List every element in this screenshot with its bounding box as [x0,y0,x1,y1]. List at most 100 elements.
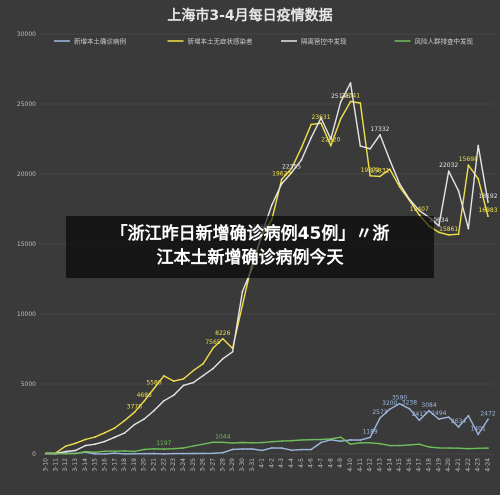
data-point [261,449,263,452]
y-axis: 0 5000 10000 15000 20000 25000 30000 [17,31,36,458]
data-point [457,426,460,428]
x-tick-label: 4-20 [445,458,452,472]
data-point [457,189,460,192]
data-point [280,440,283,443]
data-point [133,450,136,453]
legend-entry: 新增本土无症状感染者 [188,37,254,46]
data-point [113,436,116,439]
data-point [182,377,185,380]
data-point [123,450,126,452]
data-point [457,447,460,450]
x-tick-label: 4-21 [455,458,462,472]
data-point [94,453,97,455]
data-point [45,452,47,455]
data-point [437,446,440,449]
x-tick-label: 4-7 [318,458,325,468]
data-point [84,438,87,441]
data-point [437,224,440,227]
data-point [359,102,362,104]
data-point [437,231,440,234]
x-tick-label: 3-12 [62,458,69,472]
data-point [349,439,352,441]
x-tick-label: 4-23 [475,458,482,472]
data-point [408,444,411,446]
data-point [329,144,332,147]
data-point [162,399,165,402]
x-tick-label: 4-8 [327,458,334,468]
data-point [467,414,470,417]
data-label: 15698 [459,156,478,163]
data-point [418,214,421,216]
data-point [212,367,214,370]
data-point [143,452,146,455]
x-tick-label: 4-24 [485,458,492,472]
data-label: 23631 [311,114,330,121]
data-point [290,167,293,170]
data-label: 3238 [402,400,417,407]
data-point [388,159,391,161]
data-point [487,418,489,421]
data-point [104,431,106,434]
data-point [408,198,411,201]
data-point [241,290,244,293]
data-point [339,440,342,443]
data-label: 2573 [372,409,387,416]
data-point [369,436,372,439]
data-point [104,450,106,453]
data-point [290,449,293,452]
data-point [300,448,303,451]
data-point [162,453,165,455]
data-point [379,442,381,445]
data-point [64,450,67,453]
legend-entry: 新增本土确诊病例 [74,37,126,46]
data-point [271,440,273,443]
data-point [182,447,185,449]
data-point [202,452,205,455]
data-label: 2417 [412,411,427,418]
data-label: 19831 [370,167,389,174]
data-point [123,432,126,434]
data-point [310,448,313,451]
data-point [153,387,155,390]
data-label: 1189 [362,428,377,435]
x-tick-label: 3-10 [43,458,50,472]
y-tick-label: 0 [32,451,36,458]
data-label: 21341 [341,93,360,100]
data-label: 1401 [471,425,486,432]
data-point [241,448,244,450]
data-point [447,447,450,449]
data-point [182,384,185,387]
data-label: 3200 [382,400,397,407]
data-point [212,347,214,349]
data-point [447,416,450,419]
x-tick-label: 4-15 [396,458,403,472]
x-tick-label: 3-25 [190,458,197,472]
data-label: 15407 [410,206,429,213]
data-point [320,441,322,444]
banner-line-1: 「浙江昨日新增确诊病例45例」〃浙 [110,224,390,244]
data-point [113,450,116,453]
data-point [487,201,489,203]
data-point [143,448,146,451]
data-point [280,447,283,449]
x-tick-label: 3-17 [111,458,118,472]
data-point [437,418,440,420]
data-point [231,442,234,445]
data-point [153,447,155,450]
y-tick-label: 30000 [17,31,36,38]
data-label: 1197 [156,440,171,447]
data-label: 8226 [215,330,230,337]
data-label: 22032 [439,162,458,169]
x-tick-label: 3-26 [200,458,207,472]
data-point [104,440,106,443]
data-point [94,436,97,438]
data-label: 2634 [451,418,466,425]
x-tick-label: 3-22 [160,458,167,472]
data-point [369,441,372,444]
data-point [398,444,401,447]
data-point [172,380,175,382]
data-point [143,418,146,420]
data-label: 17332 [370,126,389,133]
data-point [428,409,430,412]
data-point [320,438,322,441]
